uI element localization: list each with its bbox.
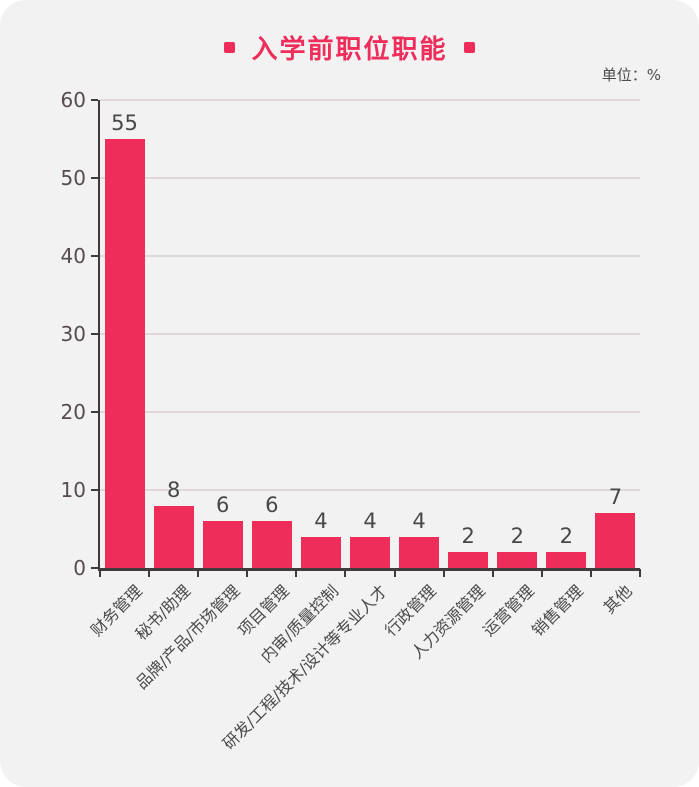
bar: [251, 521, 292, 568]
bar-value-label: 7: [608, 485, 623, 510]
y-axis-tick-label: 10: [60, 478, 86, 502]
x-axis-tick: [99, 569, 101, 577]
x-axis-category-label-text: 销售管理: [528, 581, 588, 640]
y-axis-tick-label: 30: [60, 322, 86, 346]
x-axis-category-label-text: 运营管理: [479, 581, 538, 640]
y-axis-tick: [91, 489, 98, 491]
y-axis-tick: [91, 567, 98, 569]
grid-line: [100, 99, 640, 101]
y-axis-tick-label: 20: [60, 400, 86, 424]
bar-value-label: 6: [216, 493, 230, 518]
bar: [153, 505, 194, 568]
x-axis-tick: [540, 569, 543, 577]
bar: [202, 521, 243, 568]
x-axis-line: [98, 568, 640, 571]
title-bullet-right-icon: [463, 41, 475, 53]
bar: [497, 552, 538, 568]
bar: [399, 536, 440, 568]
x-axis-tick: [344, 569, 347, 577]
bar-value-label: 2: [510, 524, 524, 549]
x-axis-tick: [295, 569, 298, 577]
x-axis-tick: [148, 569, 151, 577]
x-axis-tick: [197, 569, 200, 577]
bar-value-label: 2: [461, 524, 475, 549]
grid-line: [100, 489, 640, 491]
y-axis-tick-label: 0: [73, 556, 86, 580]
y-axis-tick: [91, 99, 98, 101]
bar: [350, 536, 390, 568]
bar-value-label: 55: [111, 111, 138, 135]
bar-value-label: 4: [314, 508, 328, 533]
chart-header: 入学前职位职能: [0, 30, 699, 65]
x-axis-tick: [442, 569, 445, 577]
bar: [300, 536, 341, 568]
bar: [595, 513, 636, 568]
bar-value-label: 8: [166, 477, 181, 502]
y-axis-tick: [91, 333, 98, 335]
x-axis-tick: [246, 569, 249, 577]
bar: [104, 139, 145, 568]
y-axis-tick: [91, 177, 98, 179]
y-axis-tick: [91, 411, 98, 413]
title-bullet-left-icon: [224, 41, 236, 53]
bar-value-label: 6: [265, 493, 279, 518]
x-axis-tick: [393, 569, 396, 577]
bar: [448, 552, 489, 568]
y-axis-tick: [91, 255, 98, 257]
bar-value-label: 2: [559, 524, 574, 549]
x-axis-tick: [639, 569, 641, 577]
y-axis-tick-label: 40: [60, 244, 86, 268]
unit-label: 单位：%: [601, 66, 661, 84]
bar-value-label: 4: [412, 508, 426, 533]
y-axis-tick-label: 60: [60, 88, 86, 112]
grid-line: [100, 411, 640, 413]
grid-line: [100, 255, 640, 257]
x-axis-category-label-text: 其他: [600, 581, 637, 618]
grid-line: [100, 177, 640, 179]
bar: [546, 552, 587, 568]
chart-title: 入学前职位职能: [251, 34, 448, 65]
grid-line: [100, 333, 640, 335]
y-axis-tick-label: 50: [60, 166, 86, 190]
bar-value-label: 4: [363, 508, 377, 533]
y-axis-line: [98, 100, 100, 570]
x-axis-tick: [491, 569, 494, 577]
x-axis-tick: [589, 569, 592, 577]
